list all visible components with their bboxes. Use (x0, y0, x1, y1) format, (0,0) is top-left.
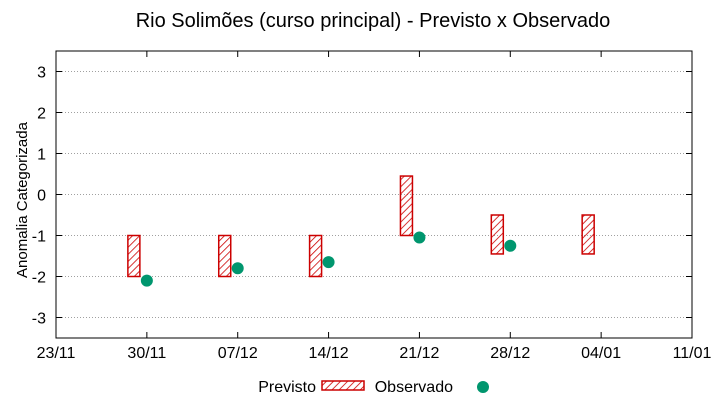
forecast-range-bar (217, 234, 232, 278)
y-tick-label: -2 (32, 270, 46, 287)
y-tick-label: 0 (37, 188, 46, 205)
data-marks (127, 175, 595, 287)
observed-point (231, 262, 244, 275)
forecast-range-bar (490, 214, 505, 255)
x-axis: 23/11 30/11 07/12 14/12 21/12 28/12 04/01 11/01 (37, 51, 712, 362)
y-tick-label: -3 (32, 311, 46, 328)
x-tick-label: 30/11 (127, 345, 166, 362)
grid (56, 71, 692, 318)
observed-point (413, 231, 426, 244)
y-tick-label: 2 (37, 106, 46, 123)
y-tick-label: 3 (37, 65, 46, 82)
legend: Previsto Observado (258, 379, 489, 396)
x-tick-label: 21/12 (399, 345, 439, 362)
observed-point (504, 239, 517, 252)
forecast-range-bar (399, 175, 414, 237)
forecast-range-bar (308, 234, 323, 278)
x-tick-label: 14/12 (309, 345, 349, 362)
forecast-range-bar (581, 214, 595, 255)
y-axis-label: Anomalia Categorizada (14, 121, 31, 278)
x-tick-label: 11/01 (673, 345, 712, 362)
legend-swatch-previsto (321, 380, 365, 391)
legend-label-observado: Observado (375, 379, 453, 396)
legend-label-previsto: Previsto (258, 379, 316, 396)
forecast-range-bar (127, 234, 141, 278)
x-tick-label: 07/12 (218, 345, 258, 362)
y-axis: 3 2 1 0 -1 -2 -3 (32, 65, 692, 328)
x-tick-label: 28/12 (490, 345, 530, 362)
y-tick-label: -1 (32, 229, 46, 246)
observed-point (140, 274, 153, 287)
x-tick-label: 23/11 (37, 345, 76, 362)
chart-title: Rio Solimões (curso principal) - Previst… (136, 10, 611, 32)
legend-marker-observado (477, 381, 489, 393)
x-tick-label: 04/01 (581, 345, 621, 362)
observed-point (322, 256, 335, 269)
y-tick-label: 1 (37, 147, 46, 164)
